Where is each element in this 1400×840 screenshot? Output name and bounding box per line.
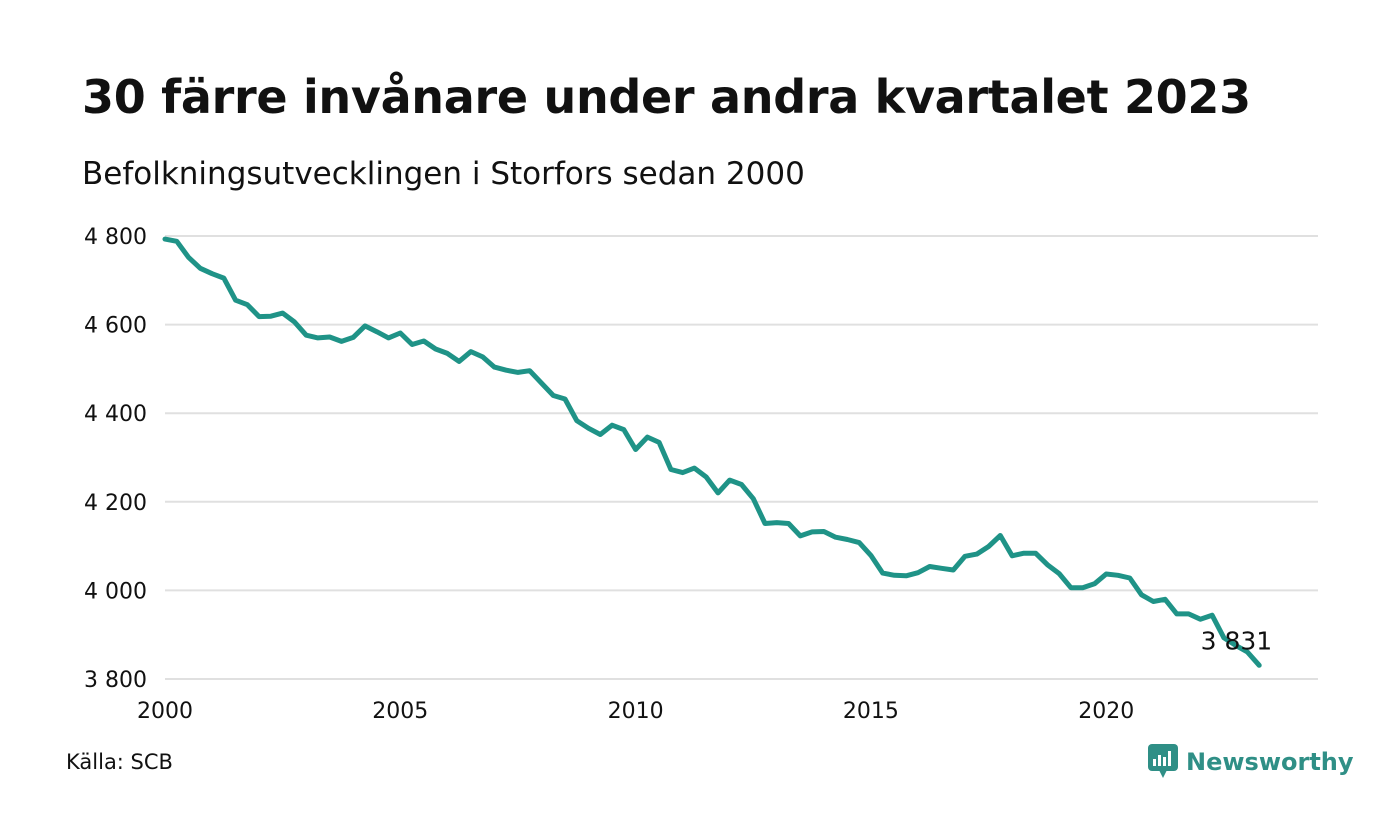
x-tick-label: 2005: [372, 699, 428, 724]
y-tick-label: 4 200: [84, 491, 147, 516]
y-tick-label: 4 000: [84, 579, 147, 604]
source-note: Källa: SCB: [66, 750, 173, 774]
newsworthy-logo-icon: [1148, 744, 1178, 778]
series-lines: [162, 236, 1262, 668]
brand-name: Newsworthy: [1186, 748, 1354, 776]
x-tick-label: 2000: [137, 699, 193, 724]
x-tick-label: 2010: [608, 699, 664, 724]
y-tick-label: 4 800: [84, 225, 147, 250]
gridlines: [165, 235, 1318, 680]
population-series-line: [162, 236, 1262, 668]
y-tick-label: 4 600: [84, 314, 147, 339]
chart-subtitle: Befolkningsutvecklingen i Storfors sedan…: [82, 156, 805, 192]
y-tick-label: 4 400: [84, 402, 147, 427]
x-axis-tick-labels: 2000 2005 2010 2015 2020: [137, 699, 1134, 724]
end-value-label-group: 3 831: [1201, 626, 1273, 655]
chart-title: 30 färre invånare under andra kvartalet …: [82, 70, 1251, 124]
brand-logo: Newsworthy: [1148, 744, 1354, 780]
y-tick-label: 3 800: [84, 668, 147, 693]
end-value-label: 3 831: [1201, 626, 1273, 655]
y-axis-tick-labels: 3 800 4 000 4 200 4 400 4 600 4 800: [84, 225, 147, 693]
x-tick-label: 2020: [1078, 699, 1134, 724]
x-tick-label: 2015: [843, 699, 899, 724]
